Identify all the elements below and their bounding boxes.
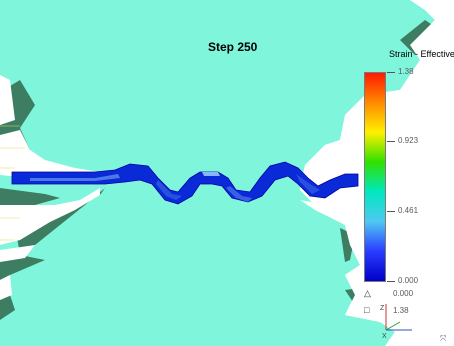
mesh-lines xyxy=(0,125,25,241)
axis-z-label: Z xyxy=(380,305,385,312)
colorbar-tick xyxy=(387,211,395,213)
axis-triad: Z X xyxy=(380,300,420,345)
strain-colorbar xyxy=(364,72,386,282)
step-title: Step 250 xyxy=(208,40,258,54)
colorbar-tick-label: 1.38 xyxy=(398,67,414,76)
colorbar-tick-label: 0.461 xyxy=(398,206,419,216)
strain-strip xyxy=(11,161,359,205)
triangle-icon: △ xyxy=(364,288,371,298)
colorbar-tick-label: 0.923 xyxy=(398,136,419,146)
square-icon: □ xyxy=(364,305,370,315)
min-marker-value: 0.000 xyxy=(393,289,414,298)
colorbar-tick xyxy=(387,72,395,73)
resize-corner-icon[interactable]: ⤧ xyxy=(440,334,447,343)
max-marker-value: 1.38 xyxy=(393,306,409,315)
legend-title: Strain - Effective xyxy=(389,49,454,59)
colorbar-tick xyxy=(387,141,395,143)
colorbar-tick xyxy=(387,281,395,282)
axis-x-label: X xyxy=(382,333,387,340)
colorbar-tick-label: 0.000 xyxy=(398,276,419,285)
